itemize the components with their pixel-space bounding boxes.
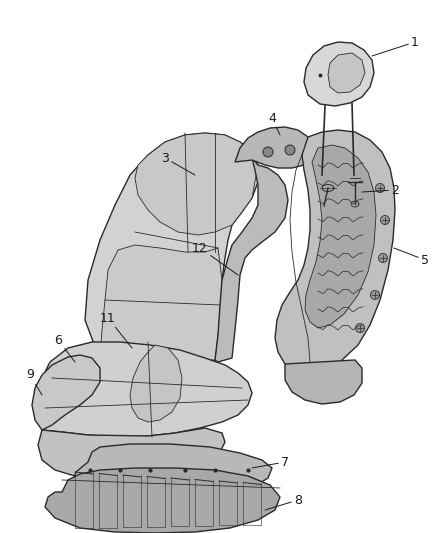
Polygon shape [305,145,376,328]
Polygon shape [215,158,288,362]
Polygon shape [135,133,258,235]
Text: 1: 1 [372,36,419,56]
Polygon shape [32,355,100,430]
Text: 7: 7 [252,456,289,469]
Polygon shape [38,342,252,437]
Circle shape [371,290,379,300]
Text: 4: 4 [268,111,280,135]
Circle shape [378,254,388,262]
Text: 8: 8 [265,494,302,510]
Circle shape [285,145,295,155]
Polygon shape [235,127,314,168]
Circle shape [263,147,273,157]
Circle shape [375,183,385,192]
Polygon shape [72,444,272,498]
Polygon shape [304,42,374,106]
Text: 5: 5 [394,248,429,266]
Polygon shape [328,53,365,93]
Polygon shape [130,345,182,422]
Text: 9: 9 [26,368,42,395]
Circle shape [356,324,364,333]
Polygon shape [100,245,222,360]
Polygon shape [45,468,280,533]
Text: 2: 2 [362,183,399,197]
Text: 3: 3 [161,151,195,175]
Polygon shape [275,130,395,374]
Polygon shape [85,133,258,368]
Polygon shape [285,360,362,404]
Circle shape [381,215,389,224]
Polygon shape [38,428,225,478]
Text: 11: 11 [100,311,132,348]
Text: 6: 6 [54,334,75,362]
Text: 12: 12 [192,241,238,275]
